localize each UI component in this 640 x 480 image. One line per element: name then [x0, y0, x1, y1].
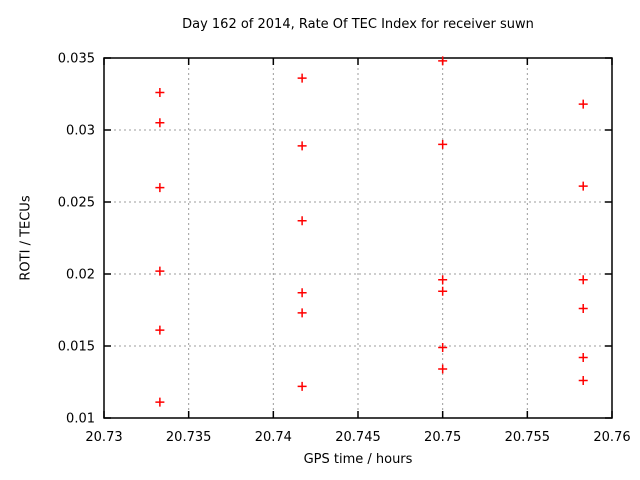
x-tick-label: 20.735 — [166, 430, 212, 445]
data-point-marker — [155, 183, 165, 193]
data-point-marker — [578, 376, 588, 386]
data-point-marker — [297, 288, 307, 298]
data-point-marker — [438, 139, 448, 149]
data-point-marker — [297, 73, 307, 83]
data-point-marker — [297, 308, 307, 318]
x-tick-label: 20.755 — [505, 430, 551, 445]
y-tick-label: 0.015 — [58, 340, 95, 355]
data-point-marker — [578, 275, 588, 285]
data-point-marker — [155, 325, 165, 335]
data-point-marker — [578, 181, 588, 191]
data-point-marker — [578, 353, 588, 363]
data-point-marker — [155, 88, 165, 98]
x-tick-label: 20.74 — [255, 430, 292, 445]
data-point-marker — [155, 118, 165, 128]
y-tick-label: 0.02 — [66, 268, 95, 283]
y-tick-label: 0.025 — [58, 196, 95, 211]
y-tick-label: 0.01 — [66, 412, 95, 427]
data-point-marker — [578, 99, 588, 109]
data-point-marker — [297, 141, 307, 151]
x-axis-label: GPS time / hours — [303, 452, 413, 467]
data-point-marker — [578, 304, 588, 314]
data-point-marker — [438, 56, 448, 66]
data-point-marker — [438, 342, 448, 352]
data-point-marker — [438, 286, 448, 296]
y-axis-label: ROTI / TECUs — [18, 195, 34, 281]
data-point-marker — [155, 397, 165, 407]
x-tick-label: 20.73 — [85, 430, 122, 445]
plot-border — [103, 57, 613, 419]
data-point-marker — [297, 216, 307, 226]
x-tick-label: 20.75 — [424, 430, 461, 445]
chart-title: Day 162 of 2014, Rate Of TEC Index for r… — [182, 17, 534, 32]
x-tick-label: 20.745 — [335, 430, 381, 445]
data-point-marker — [297, 381, 307, 391]
data-point-marker — [155, 266, 165, 276]
y-tick-label: 0.035 — [58, 52, 95, 67]
x-tick-label: 20.76 — [593, 430, 630, 445]
data-point-marker — [438, 364, 448, 374]
y-tick-label: 0.03 — [66, 124, 95, 139]
data-point-marker — [438, 275, 448, 285]
